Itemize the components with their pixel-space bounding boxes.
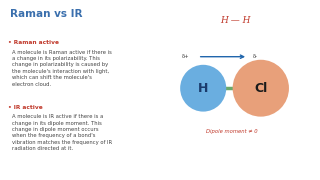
Text: A molecule is IR active if there is a
change in its dipole moment. This
change i: A molecule is IR active if there is a ch… xyxy=(12,114,112,151)
Ellipse shape xyxy=(180,65,226,112)
Text: Cl: Cl xyxy=(254,82,268,95)
Text: • Raman active: • Raman active xyxy=(8,40,59,46)
Text: Raman vs IR: Raman vs IR xyxy=(10,9,82,19)
Text: δ-: δ- xyxy=(253,54,258,59)
Text: H: H xyxy=(198,82,208,95)
Ellipse shape xyxy=(233,60,289,117)
Text: Dipole moment ≠ 0: Dipole moment ≠ 0 xyxy=(206,129,258,134)
Text: • IR active: • IR active xyxy=(8,105,43,110)
Text: δ+: δ+ xyxy=(182,54,190,59)
Text: A molecule is Raman active if there is
a change in its polarizability. This
chan: A molecule is Raman active if there is a… xyxy=(12,50,112,87)
Text: H — H: H — H xyxy=(220,16,251,25)
